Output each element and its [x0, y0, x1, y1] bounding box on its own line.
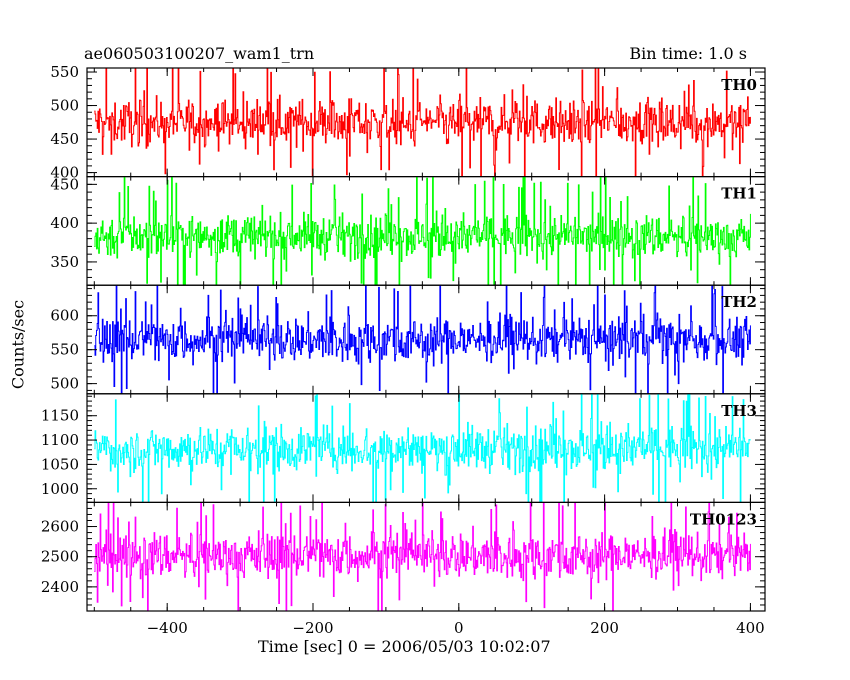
y-tick-label: 2400: [41, 578, 79, 596]
chart-title: ae060503100207_wam1_trn: [84, 44, 315, 63]
y-tick-label: 350: [50, 253, 79, 271]
y-tick-label: 400: [50, 214, 79, 232]
y-tick-label: 550: [50, 341, 79, 359]
x-tick-label: −400: [147, 619, 188, 637]
y-tick-label: 1050: [41, 455, 79, 473]
y-tick-label: 2500: [41, 548, 79, 566]
y-tick-label: 600: [50, 307, 79, 325]
y-tick-label: 500: [50, 375, 79, 393]
y-tick-label: 450: [50, 175, 79, 193]
x-tick-label: 200: [590, 619, 619, 637]
y-tick-label: 450: [50, 130, 79, 148]
y-tick-label: 1100: [41, 431, 79, 449]
y-tick-label: 400: [50, 164, 79, 182]
series-label-th1: TH1: [721, 185, 757, 203]
series-label-th0: TH0: [721, 76, 757, 94]
x-tick-label: −200: [292, 619, 333, 637]
series-line-th3: [94, 393, 751, 503]
bin-time-label: Bin time: 1.0 s: [629, 44, 747, 63]
y-axis-label: Counts/sec: [8, 299, 28, 390]
y-tick-label: 500: [50, 97, 79, 115]
x-tick-label: 400: [736, 619, 765, 637]
series-line-th0123: [94, 502, 751, 611]
series-line-th1: [94, 176, 751, 286]
series-line-th2: [94, 285, 751, 394]
y-tick-label: 1150: [41, 407, 79, 425]
series-line-th0: [94, 68, 751, 177]
series-label-th2: TH2: [721, 293, 757, 311]
y-tick-label: 550: [50, 63, 79, 81]
y-tick-label: 1000: [41, 480, 79, 498]
x-axis-label: Time [sec] 0 = 2006/05/03 10:02:07: [258, 637, 551, 656]
x-tick-label: 0: [454, 619, 464, 637]
y-tick-label: 2600: [41, 518, 79, 536]
series-label-th0123: TH0123: [690, 510, 757, 528]
series-label-th3: TH3: [721, 402, 757, 420]
